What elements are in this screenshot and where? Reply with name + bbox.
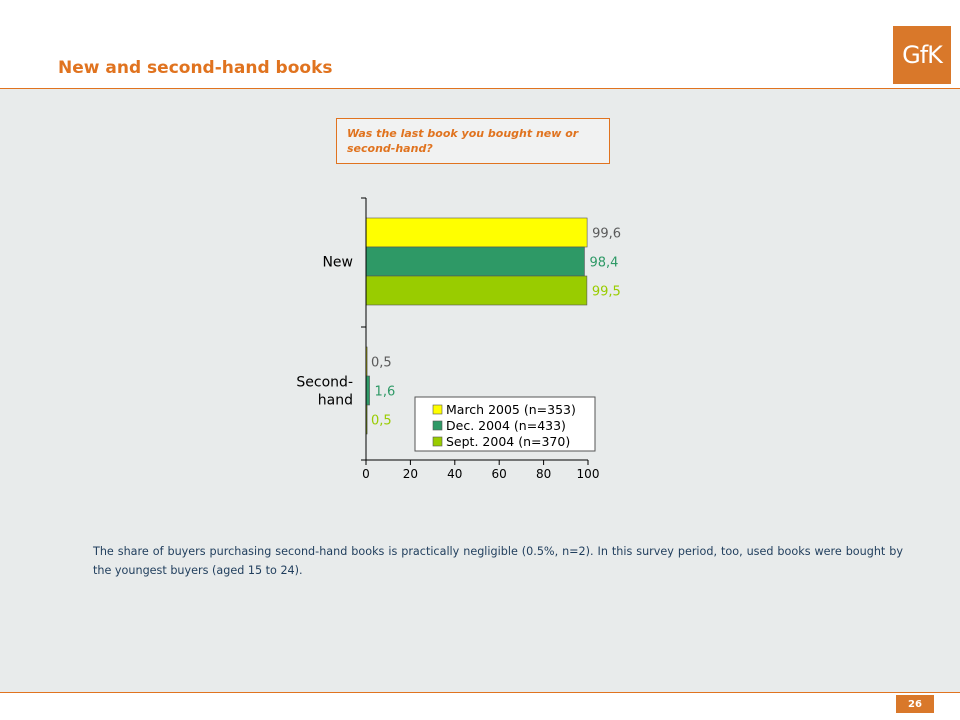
x-tick-label: 80 <box>536 467 551 481</box>
x-tick-label: 60 <box>492 467 507 481</box>
data-label: 0,5 <box>371 356 392 371</box>
gfk-logo: GfK <box>893 26 951 84</box>
category-label: Second- <box>296 375 353 391</box>
x-tick-label: 100 <box>577 467 600 481</box>
x-tick-label: 40 <box>447 467 462 481</box>
category-label: New <box>322 255 353 271</box>
legend-swatch <box>432 404 443 415</box>
legend-swatch <box>432 420 443 431</box>
page-title: New and second-hand books <box>58 58 333 78</box>
question-box: Was the last book you bought new or seco… <box>336 118 610 164</box>
bar-2-1 <box>365 246 585 277</box>
legend-label: Dec. 2004 (n=433) <box>446 418 566 433</box>
content-panel <box>0 88 960 693</box>
data-label: 98,4 <box>589 256 618 271</box>
category-label: hand <box>318 393 353 409</box>
data-label: 99,6 <box>592 227 621 242</box>
question-text: Was the last book you bought new or seco… <box>347 127 579 155</box>
legend-label: Sept. 2004 (n=370) <box>446 434 570 449</box>
legend-swatch <box>432 436 443 447</box>
data-label: 99,5 <box>592 285 621 300</box>
bar-1-1 <box>365 217 588 248</box>
bar-2-2 <box>365 375 370 406</box>
data-label: 1,6 <box>375 385 396 400</box>
legend-box <box>414 396 596 452</box>
bar-3-1 <box>365 275 588 306</box>
x-tick-label: 20 <box>403 467 418 481</box>
data-label: 0,5 <box>371 414 392 429</box>
page-number: 26 <box>896 695 934 713</box>
legend-label: March 2005 (n=353) <box>446 402 576 417</box>
x-tick-label: 0 <box>362 467 370 481</box>
summary-note: The share of buyers purchasing second-ha… <box>93 545 903 577</box>
